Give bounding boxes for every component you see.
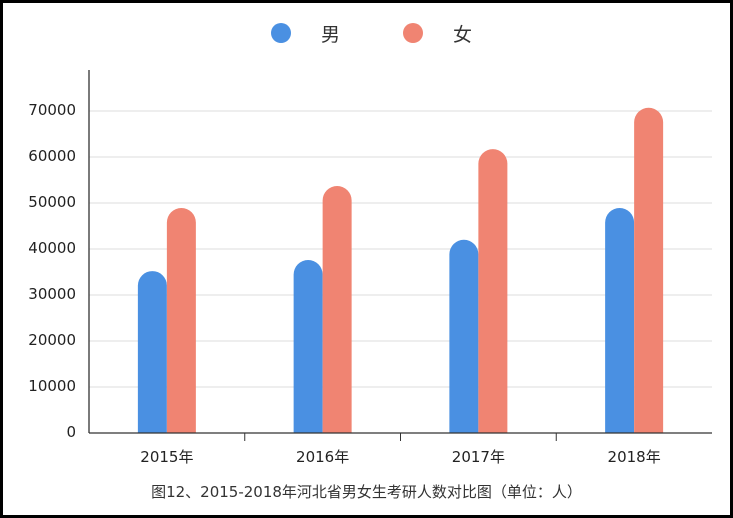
- legend-item-male[interactable]: 男: [271, 18, 340, 48]
- bar-male-2015年[interactable]: [137, 271, 167, 433]
- x-tick-label: 2015年: [140, 448, 194, 466]
- y-tick-label: 30000: [28, 285, 76, 303]
- legend-label-male: 男: [321, 23, 341, 46]
- y-tick-label: 20000: [28, 331, 76, 349]
- legend-label-female: 女: [453, 23, 473, 46]
- x-tick-label: 2018年: [607, 448, 661, 466]
- legend-marker-male-icon: [271, 23, 291, 43]
- bar-female-2017年[interactable]: [478, 149, 508, 433]
- x-tick-label: 2016年: [296, 448, 350, 466]
- y-tick-label: 0: [66, 423, 76, 441]
- bar-female-2015年[interactable]: [166, 208, 196, 433]
- bar-male-2017年[interactable]: [449, 239, 479, 433]
- y-tick-label: 50000: [28, 193, 76, 211]
- legend-marker-female-icon: [403, 23, 423, 43]
- bar-female-2016年[interactable]: [322, 185, 352, 433]
- bar-male-2016年[interactable]: [293, 260, 323, 433]
- legend-item-female[interactable]: 女: [403, 18, 472, 48]
- legend: 男 女: [0, 18, 733, 48]
- bar-female-2018年[interactable]: [634, 107, 664, 433]
- y-tick-label: 10000: [28, 377, 76, 395]
- x-tick-label: 2017年: [451, 448, 505, 466]
- y-tick-label: 40000: [28, 239, 76, 257]
- y-tick-label: 60000: [28, 147, 76, 165]
- y-tick-label: 70000: [28, 101, 76, 119]
- chart-caption: 图12、2015-2018年河北省男女生考研人数对比图（单位：人）: [151, 483, 582, 501]
- bar-male-2018年[interactable]: [605, 208, 635, 433]
